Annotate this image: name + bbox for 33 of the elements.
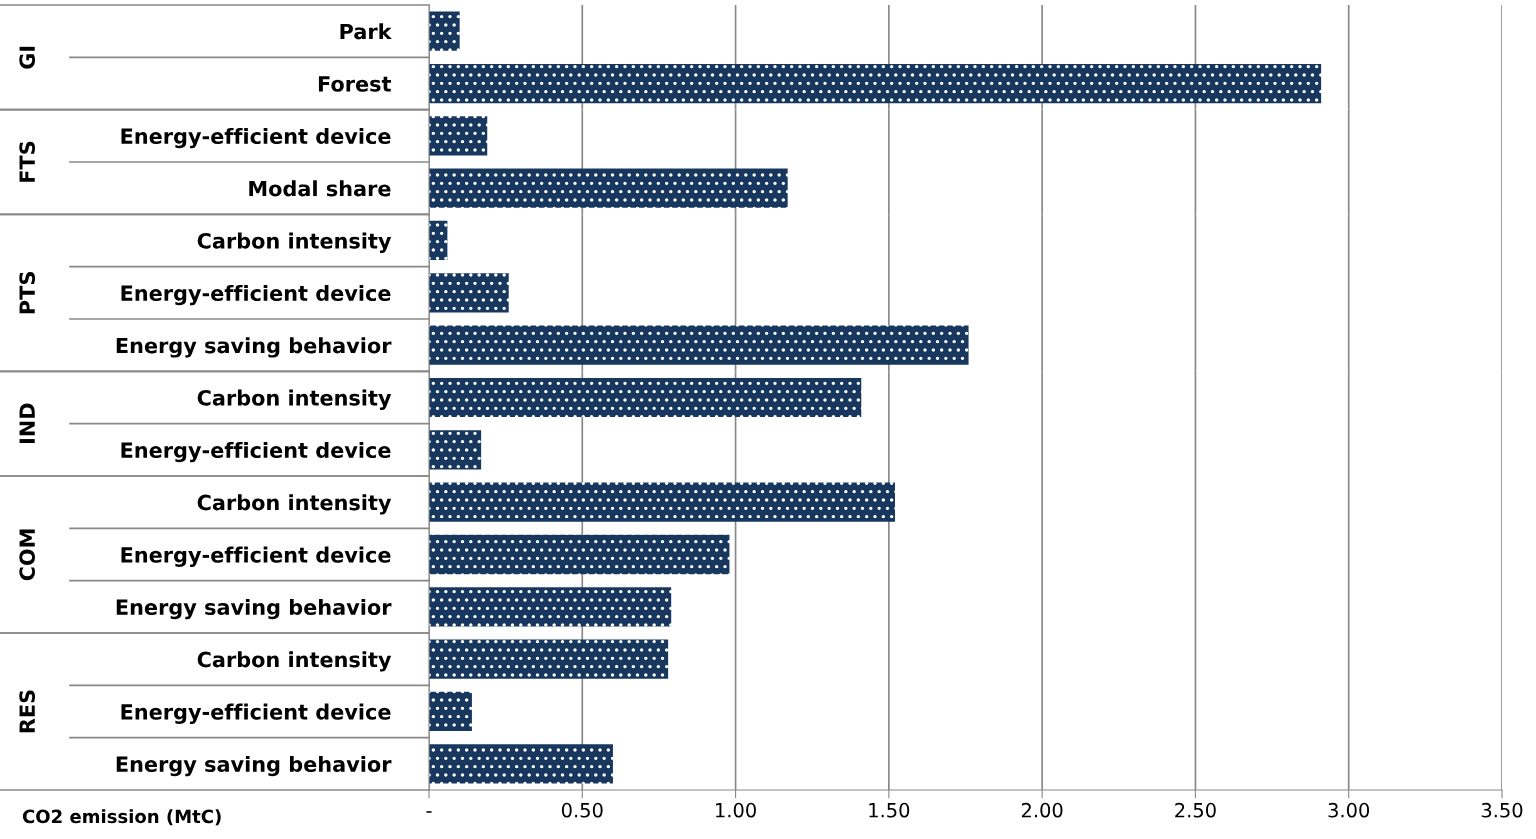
y-axis-title: FTS	[19, 141, 36, 182]
y-tick-label: Energy-efficient device	[121, 284, 391, 306]
bar	[429, 639, 669, 679]
y-tick-label: Modal share	[249, 180, 391, 197]
bar	[429, 691, 472, 732]
x-tick-label: -	[426, 811, 432, 813]
y-tick-label: Energy saving behavior	[116, 755, 392, 777]
bar	[429, 744, 613, 784]
x-tick-label: 3.50	[1481, 802, 1523, 818]
y-tick-label: Energy-efficient device	[121, 127, 391, 149]
y-axis-title: COM	[19, 529, 36, 581]
y-tick-label: Park	[340, 23, 392, 40]
x-tick-label: 2.50	[1175, 802, 1216, 818]
y-tick-label: Energy-efficient device	[121, 441, 391, 463]
y-tick-label: Carbon intensity	[197, 651, 392, 672]
y-tick-label: Energy saving behavior	[116, 337, 392, 358]
x-tick-label: 2.00	[1021, 802, 1063, 818]
y-tick-label: Carbon intensity	[197, 389, 392, 410]
y-tick-label: Energy-efficient device	[121, 546, 391, 567]
y-tick-label: Carbon intensity	[197, 494, 392, 515]
x-tick-label: 3.00	[1328, 802, 1370, 818]
y-tick-label: Energy saving behavior	[116, 598, 392, 620]
y-axis-title: GI	[19, 46, 36, 69]
y-tick-label: Forest	[318, 76, 392, 92]
y-axis-title: RES	[19, 690, 36, 733]
x-tick-label: 1.50	[869, 802, 910, 818]
y-axis-title: PTS	[19, 272, 36, 314]
x-tick-label: 1.00	[716, 802, 756, 818]
y-tick-label: Energy-efficient device	[121, 703, 391, 724]
x-tick-label: 0.50	[561, 802, 603, 818]
y-axis-title: IND	[19, 403, 35, 443]
y-tick-label: Carbon intensity	[197, 232, 392, 253]
x-axis-title: CO2 emission (MtC)	[22, 809, 221, 826]
